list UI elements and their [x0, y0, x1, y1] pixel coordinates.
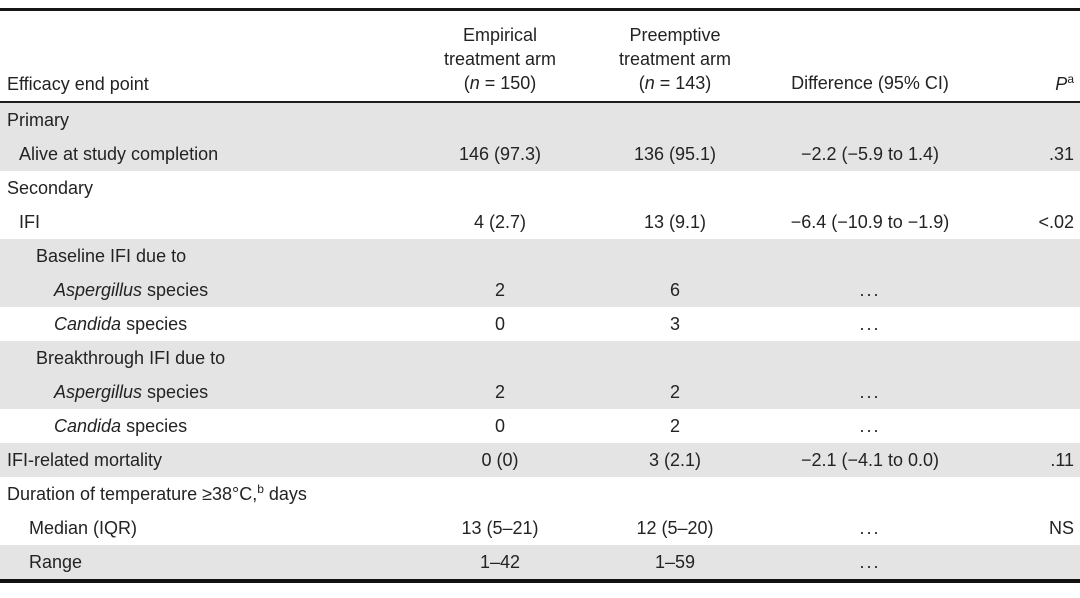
table-row-baseline-ifi: Baseline IFI due to: [0, 239, 1080, 273]
table-row-breakthrough-candida: Candida species 0 2 ...: [0, 409, 1080, 443]
endpoint-cell: Primary: [7, 109, 69, 130]
table-row-baseline-aspergillus: Aspergillus species 2 6 ...: [0, 273, 1080, 307]
endpoint-cell: Breakthrough IFI due to: [36, 347, 226, 368]
difference-value: ...: [859, 551, 881, 572]
genus-name: Aspergillus: [54, 381, 143, 402]
species-suffix: species: [142, 279, 209, 300]
preemptive-value: 12 (5–20): [636, 517, 714, 538]
table-row-duration-of-temperature: Duration of temperature ≥38°C,b days: [0, 477, 1080, 511]
table-row-range: Range 1–42 1–59 ...: [0, 545, 1080, 579]
table-row-ifi-related-mortality: IFI-related mortality 0 (0) 3 (2.1) −2.1…: [0, 443, 1080, 477]
table-row-breakthrough-aspergillus: Aspergillus species 2 2 ...: [0, 375, 1080, 409]
p-value: .11: [1050, 449, 1074, 470]
paren: (: [638, 73, 645, 93]
genus-name: Aspergillus: [54, 279, 143, 300]
endpoint-cell: IFI-related mortality: [7, 449, 163, 470]
header-preemptive-line2: treatment arm: [618, 49, 732, 69]
species-suffix: species: [121, 415, 188, 436]
header-empirical-line2: treatment arm: [443, 49, 557, 69]
preemptive-value: 6: [669, 279, 680, 300]
p-value: NS: [1048, 517, 1074, 538]
empirical-value: 0 (0): [481, 449, 519, 470]
empirical-value: 0: [494, 313, 505, 334]
footnote-marker-b: b: [257, 481, 264, 496]
header-empirical-arm: Empirical treatment arm (n = 150): [405, 23, 595, 95]
header-preemptive-n: (n = 143): [595, 71, 755, 95]
genus-name: Candida: [54, 313, 122, 334]
top-rule: [0, 8, 1080, 11]
table-row-primary: Primary: [0, 103, 1080, 137]
header-separator-rule: [0, 101, 1080, 103]
n-symbol: n: [644, 73, 655, 93]
difference-value: −2.1 (−4.1 to 0.0): [800, 449, 940, 470]
preemptive-value: 3: [669, 313, 680, 334]
difference-value: ...: [859, 313, 881, 334]
bottom-rule: [0, 579, 1080, 583]
header-preemptive-arm: Preemptive treatment arm (n = 143): [595, 23, 755, 95]
header-p-value: Pa: [985, 72, 1080, 95]
p-footnote-marker: a: [1067, 72, 1074, 86]
endpoint-cell: Aspergillus species: [0, 382, 405, 403]
endpoint-cell: Alive at study completion: [19, 143, 219, 164]
table-row-secondary: Secondary: [0, 171, 1080, 205]
species-suffix: species: [142, 381, 209, 402]
empirical-value: 4 (2.7): [473, 211, 527, 232]
p-value: <.02: [1038, 211, 1074, 232]
empirical-value: 2: [494, 381, 505, 402]
empirical-value: 0: [494, 415, 505, 436]
table-row-breakthrough-ifi: Breakthrough IFI due to: [0, 341, 1080, 375]
endpoint-cell: IFI: [19, 211, 40, 232]
table-header-row: Efficacy end point Empirical treatment a…: [0, 11, 1080, 101]
difference-value: −6.4 (−10.9 to −1.9): [790, 211, 950, 232]
endpoint-cell: Aspergillus species: [0, 280, 405, 301]
duration-label: Duration of temperature ≥38°C,: [7, 483, 258, 504]
header-preemptive-line1: Preemptive: [629, 25, 721, 45]
difference-value: ...: [859, 415, 881, 436]
empirical-value: 1–42: [479, 551, 521, 572]
paren: (: [463, 73, 470, 93]
p-value: .31: [1048, 143, 1074, 164]
endpoint-cell: Candida species: [0, 314, 405, 335]
header-empirical-n: (n = 150): [405, 71, 595, 95]
header-empirical-line1: Empirical: [462, 25, 537, 45]
preemptive-value: 2: [669, 381, 680, 402]
table-row-ifi: IFI 4 (2.7) 13 (9.1) −6.4 (−10.9 to −1.9…: [0, 205, 1080, 239]
endpoint-cell: Duration of temperature ≥38°C,b days: [0, 481, 405, 505]
n-symbol: n: [469, 73, 480, 93]
header-difference: Difference (95% CI): [791, 73, 949, 93]
p-symbol: P: [1055, 74, 1068, 94]
table-row-baseline-candida: Candida species 0 3 ...: [0, 307, 1080, 341]
preemptive-value: 1–59: [654, 551, 696, 572]
preemptive-value: 2: [669, 415, 680, 436]
n-value: = 143): [654, 73, 712, 93]
difference-value: ...: [859, 381, 881, 402]
efficacy-endpoints-table: Efficacy end point Empirical treatment a…: [0, 8, 1080, 583]
difference-value: −2.2 (−5.9 to 1.4): [800, 143, 940, 164]
empirical-value: 13 (5–21): [461, 517, 539, 538]
difference-value: ...: [859, 517, 881, 538]
difference-value: ...: [859, 279, 881, 300]
preemptive-value: 13 (9.1): [643, 211, 707, 232]
endpoint-cell: Baseline IFI due to: [36, 245, 187, 266]
table-row-median-iqr: Median (IQR) 13 (5–21) 12 (5–20) ... NS: [0, 511, 1080, 545]
endpoint-cell: Median (IQR): [29, 517, 138, 538]
duration-label-tail: days: [263, 483, 307, 504]
preemptive-value: 3 (2.1): [648, 449, 702, 470]
header-endpoint: Efficacy end point: [7, 74, 149, 94]
n-value: = 150): [479, 73, 537, 93]
empirical-value: 146 (97.3): [458, 143, 542, 164]
genus-name: Candida: [54, 415, 122, 436]
preemptive-value: 136 (95.1): [633, 143, 717, 164]
empirical-value: 2: [494, 279, 505, 300]
endpoint-cell: Secondary: [7, 177, 94, 198]
endpoint-cell: Candida species: [0, 416, 405, 437]
table-row-alive-at-study-completion: Alive at study completion 146 (97.3) 136…: [0, 137, 1080, 171]
species-suffix: species: [121, 313, 188, 334]
endpoint-cell: Range: [29, 551, 83, 572]
